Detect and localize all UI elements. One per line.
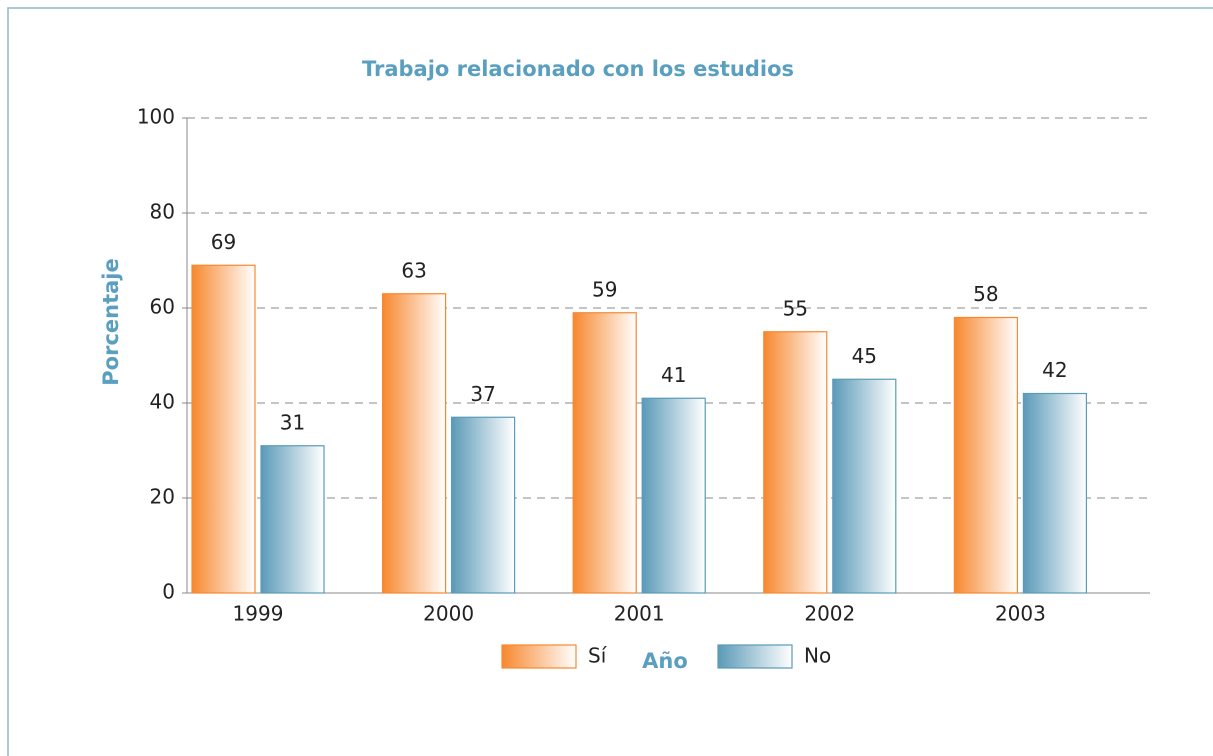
- x-tick-label: 2001: [614, 602, 665, 626]
- data-label: 63: [401, 258, 426, 282]
- y-axis-title: Porcentaje: [99, 258, 123, 385]
- legend-swatch: [501, 644, 577, 669]
- legend-label: No: [804, 644, 831, 668]
- data-label: 58: [973, 282, 998, 306]
- x-tick-label: 2000: [423, 602, 474, 626]
- x-tick-label: 2003: [995, 602, 1046, 626]
- bar: [763, 331, 828, 594]
- y-tick-label: 0: [162, 580, 175, 604]
- bar: [641, 397, 706, 594]
- bar: [832, 378, 897, 594]
- data-label: 31: [280, 410, 305, 434]
- x-tick-label: 2002: [804, 602, 855, 626]
- bar: [1022, 392, 1088, 594]
- data-label: 41: [661, 363, 686, 387]
- bar: [382, 293, 447, 594]
- data-label: 55: [783, 296, 808, 320]
- x-tick-label: 1999: [233, 602, 284, 626]
- chart-title: Trabajo relacionado con los estudios: [362, 57, 794, 81]
- data-label: 45: [852, 344, 877, 368]
- data-label: 69: [211, 230, 236, 254]
- y-tick-label: 20: [150, 485, 175, 509]
- bar: [572, 312, 637, 594]
- frame: [7, 7, 1213, 756]
- bar: [260, 445, 325, 594]
- y-tick-label: 60: [150, 295, 175, 319]
- x-axis-title: Año: [642, 649, 688, 673]
- y-tick-label: 100: [137, 105, 175, 129]
- legend-label: Sí: [588, 644, 608, 668]
- bar: [191, 264, 256, 594]
- legend-swatch: [717, 644, 793, 669]
- data-label: 42: [1042, 358, 1067, 382]
- bar: [953, 316, 1019, 594]
- y-tick-label: 80: [150, 200, 175, 224]
- y-tick-label: 40: [150, 390, 175, 414]
- data-label: 59: [592, 277, 617, 301]
- bar: [451, 416, 516, 594]
- data-label: 37: [470, 382, 495, 406]
